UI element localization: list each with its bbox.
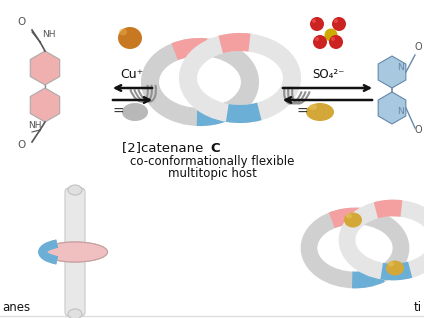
Ellipse shape bbox=[312, 19, 316, 23]
Ellipse shape bbox=[313, 35, 327, 49]
Text: Cu⁺: Cu⁺ bbox=[120, 68, 144, 81]
Ellipse shape bbox=[344, 212, 362, 227]
Polygon shape bbox=[30, 88, 60, 122]
Text: [2]catenane: [2]catenane bbox=[123, 142, 208, 155]
Text: O: O bbox=[414, 125, 422, 135]
FancyBboxPatch shape bbox=[65, 188, 85, 316]
Text: =: = bbox=[112, 105, 124, 119]
Text: O: O bbox=[18, 17, 26, 27]
Ellipse shape bbox=[306, 103, 334, 121]
Ellipse shape bbox=[388, 261, 394, 266]
Ellipse shape bbox=[68, 309, 82, 318]
Ellipse shape bbox=[68, 185, 82, 195]
Text: O: O bbox=[18, 140, 26, 150]
Ellipse shape bbox=[42, 242, 108, 262]
Text: NH: NH bbox=[42, 30, 56, 39]
Ellipse shape bbox=[334, 19, 338, 23]
Text: C: C bbox=[210, 142, 220, 155]
Text: SO₄²⁻: SO₄²⁻ bbox=[312, 68, 344, 81]
Ellipse shape bbox=[119, 29, 127, 36]
Polygon shape bbox=[30, 51, 60, 85]
Ellipse shape bbox=[42, 242, 108, 262]
Ellipse shape bbox=[346, 213, 352, 218]
Text: =: = bbox=[296, 105, 308, 119]
Ellipse shape bbox=[122, 103, 148, 121]
Text: ti: ti bbox=[414, 301, 422, 314]
Text: multitopic host: multitopic host bbox=[167, 168, 257, 181]
Text: N: N bbox=[396, 64, 403, 73]
Ellipse shape bbox=[118, 27, 142, 49]
Text: N: N bbox=[396, 107, 403, 116]
Text: co-conformationally flexible: co-conformationally flexible bbox=[130, 155, 294, 168]
Ellipse shape bbox=[386, 260, 404, 275]
Ellipse shape bbox=[315, 37, 319, 41]
Ellipse shape bbox=[332, 17, 346, 31]
Ellipse shape bbox=[324, 29, 338, 42]
Ellipse shape bbox=[329, 35, 343, 49]
Polygon shape bbox=[378, 92, 406, 124]
Ellipse shape bbox=[310, 17, 324, 31]
Ellipse shape bbox=[331, 37, 335, 41]
Polygon shape bbox=[378, 56, 406, 88]
Ellipse shape bbox=[309, 104, 317, 110]
Text: O: O bbox=[414, 42, 422, 52]
Text: anes: anes bbox=[2, 301, 30, 314]
Text: NH: NH bbox=[28, 121, 42, 130]
